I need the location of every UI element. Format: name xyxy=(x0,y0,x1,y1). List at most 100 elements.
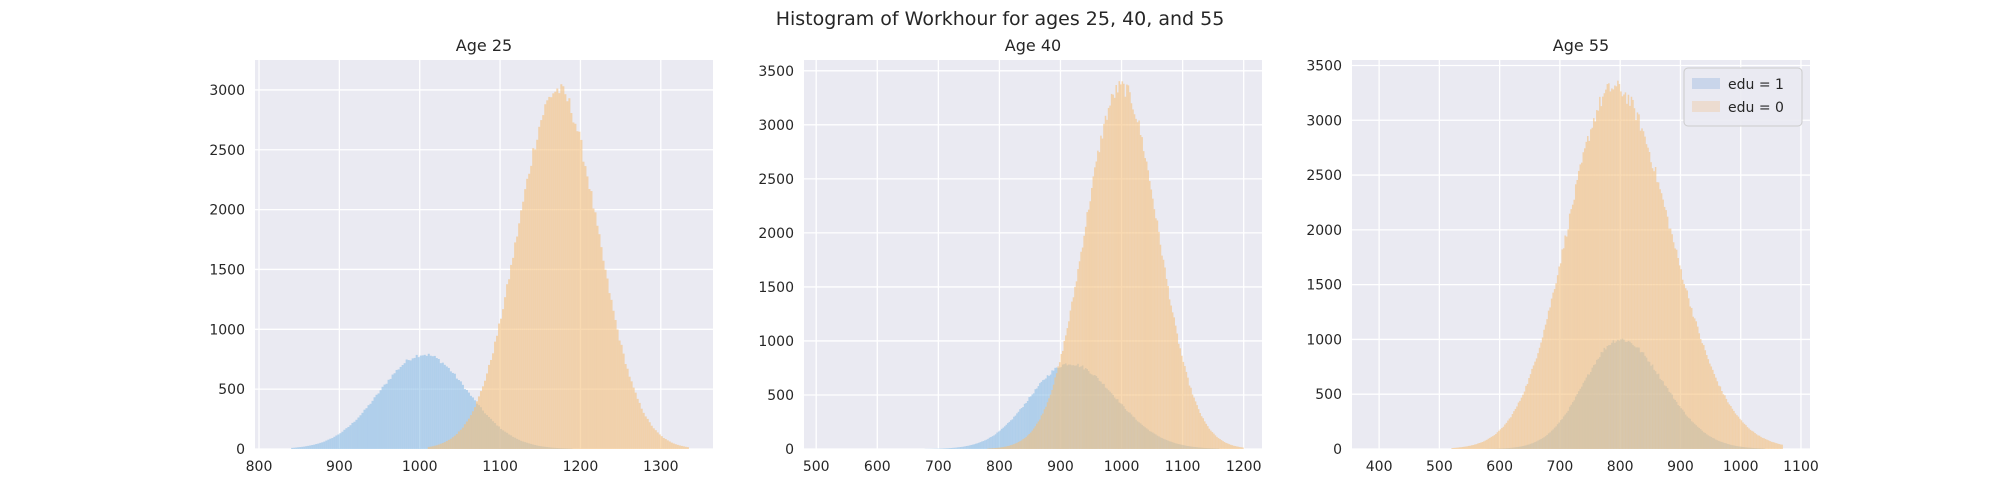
histogram-bar xyxy=(1115,85,1117,449)
histogram-bar xyxy=(1476,444,1478,449)
histogram-bar xyxy=(1747,427,1749,449)
histogram-bar xyxy=(1073,297,1075,449)
histogram-bar xyxy=(623,354,625,449)
histogram-bar xyxy=(582,162,584,449)
histogram-bar xyxy=(681,446,683,449)
histogram-bar xyxy=(1617,81,1619,449)
histogram-bar xyxy=(1635,120,1637,449)
histogram-bar xyxy=(1225,443,1227,449)
histogram-bar xyxy=(558,93,560,449)
histogram-bar xyxy=(978,443,980,449)
histogram-bar xyxy=(1586,142,1588,449)
histogram-bar xyxy=(1033,429,1035,450)
histogram-bar xyxy=(995,434,997,449)
histogram-bar xyxy=(388,380,390,449)
histogram-bar xyxy=(498,324,500,449)
histogram-bar xyxy=(1004,447,1006,449)
histogram-bar xyxy=(659,434,661,449)
histogram-bar xyxy=(1507,421,1509,449)
histogram-bar xyxy=(1573,200,1575,449)
histogram-bar xyxy=(1492,436,1494,449)
histogram-bar xyxy=(1117,92,1119,449)
histogram-bar xyxy=(1083,236,1085,449)
x-tick-label: 800 xyxy=(1607,459,1634,475)
x-tick-label: 1100 xyxy=(1783,459,1819,475)
histogram-bar xyxy=(677,445,679,449)
histogram-bar xyxy=(1082,248,1084,449)
histogram-bar xyxy=(430,356,432,449)
histogram-bar xyxy=(619,341,621,449)
histogram-bar xyxy=(1178,344,1180,449)
histogram-bar xyxy=(436,358,438,449)
histogram-bar xyxy=(665,439,667,449)
histogram-bar xyxy=(1009,422,1011,449)
histogram-bar xyxy=(351,423,353,449)
y-tick-label: 3000 xyxy=(758,118,794,134)
histogram-bar xyxy=(1488,439,1490,449)
histogram-bar xyxy=(1702,343,1704,449)
histogram-bar xyxy=(1732,409,1734,449)
histogram-bar xyxy=(1652,168,1654,449)
subplot-title: Age 40 xyxy=(1005,36,1061,55)
histogram-bar xyxy=(1658,182,1660,449)
histogram-bar xyxy=(530,166,532,449)
histogram-bar xyxy=(1495,434,1497,449)
histogram-bar xyxy=(1703,345,1705,449)
x-tick-label: 700 xyxy=(925,459,952,475)
histogram-bar xyxy=(1601,106,1603,449)
histogram-bar xyxy=(1096,161,1098,449)
histogram-bar xyxy=(1640,131,1642,449)
histogram-bar xyxy=(518,223,520,449)
histogram-bar xyxy=(1015,443,1017,449)
histogram-bar xyxy=(1688,298,1690,449)
histogram-bar xyxy=(450,439,452,449)
histogram-bar xyxy=(613,311,615,449)
histogram-bar xyxy=(478,396,480,449)
histogram-bar xyxy=(394,373,396,449)
histogram-bar xyxy=(386,384,388,449)
histogram-bar xyxy=(1631,97,1633,449)
histogram-bar xyxy=(468,419,470,449)
histogram-bar xyxy=(984,440,986,449)
histogram-bar xyxy=(990,448,992,449)
x-tick-label: 500 xyxy=(803,459,830,475)
histogram-bar xyxy=(996,433,998,449)
y-tick-label: 2000 xyxy=(209,203,245,219)
histogram-bar xyxy=(1717,381,1719,449)
histogram-bar xyxy=(1708,359,1710,449)
histogram-bar xyxy=(1120,84,1122,449)
histogram-bar xyxy=(639,403,641,449)
histogram-bar xyxy=(1595,122,1597,449)
histogram-bar xyxy=(1480,443,1482,449)
histogram-bar xyxy=(1712,370,1714,449)
histogram-bar xyxy=(1637,112,1639,449)
histogram-bar xyxy=(1091,188,1093,449)
x-tick-label: 1000 xyxy=(1104,459,1140,475)
histogram-bar xyxy=(323,442,325,449)
histogram-bar xyxy=(1041,415,1043,449)
histogram-bar xyxy=(1592,128,1594,449)
histogram-bar xyxy=(1230,445,1232,449)
histogram-bar xyxy=(1238,447,1240,449)
histogram-bar xyxy=(685,447,687,449)
histogram-bar xyxy=(972,445,974,449)
histogram-bar xyxy=(1596,110,1598,449)
histogram-bar xyxy=(1462,447,1464,449)
subplot-title: Age 25 xyxy=(456,36,512,55)
histogram-bar xyxy=(339,433,341,449)
histogram-bar xyxy=(601,247,603,449)
histogram-bar xyxy=(1070,311,1072,449)
histogram-bar xyxy=(1454,448,1456,449)
histogram-bar xyxy=(514,242,516,449)
histogram-bar xyxy=(1593,118,1595,449)
histogram-bar xyxy=(995,448,997,449)
y-tick-label: 1500 xyxy=(209,262,245,278)
histogram-bar xyxy=(1050,395,1052,449)
histogram-bar xyxy=(1080,252,1082,449)
histogram-bar xyxy=(1202,418,1204,449)
histogram-bar xyxy=(1138,121,1140,449)
histogram-bar xyxy=(1157,220,1159,449)
